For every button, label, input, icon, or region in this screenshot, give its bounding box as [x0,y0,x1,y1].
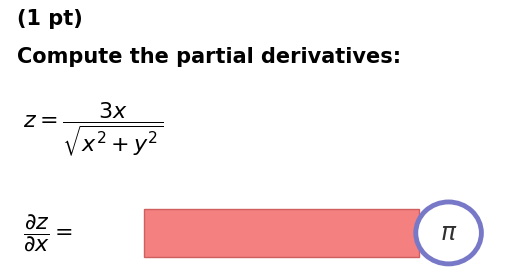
Text: (1 pt): (1 pt) [17,10,83,29]
Text: $\dfrac{\partial z}{\partial x} = $: $\dfrac{\partial z}{\partial x} = $ [22,212,72,254]
Text: Compute the partial derivatives:: Compute the partial derivatives: [17,47,401,67]
Text: $z = \dfrac{3x}{\sqrt{x^2+y^2}}$: $z = \dfrac{3x}{\sqrt{x^2+y^2}}$ [22,100,163,158]
FancyBboxPatch shape [144,209,419,257]
Text: $\pi$: $\pi$ [440,221,458,245]
Ellipse shape [416,202,481,264]
